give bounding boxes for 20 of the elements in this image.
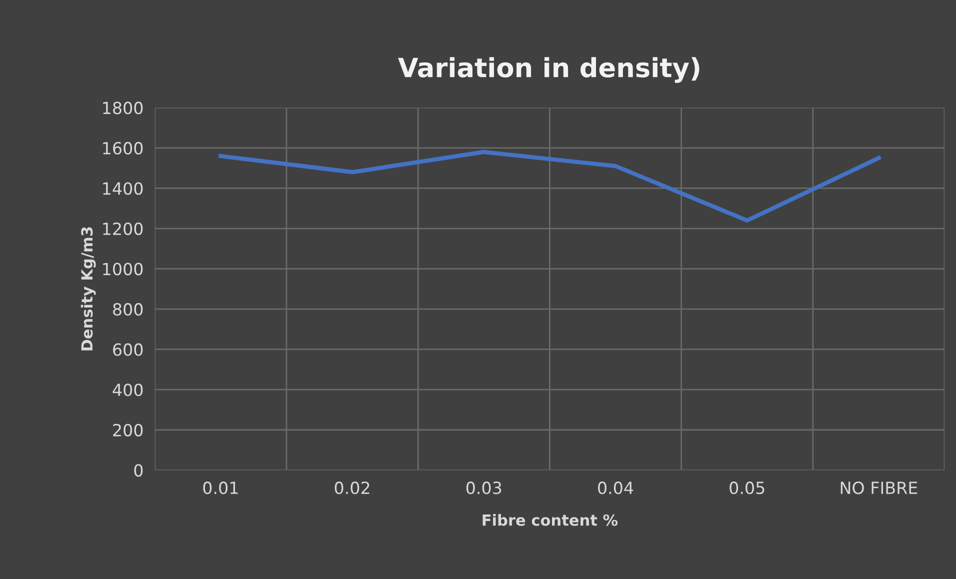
y-tick-label: 600: [113, 343, 143, 356]
y-tick-label: 1000: [103, 262, 143, 276]
x-tick-label: 0.05: [730, 482, 764, 494]
x-tick-label: 0.02: [334, 482, 370, 494]
y-tick-label: 1600: [103, 142, 143, 155]
x-tick-label: 0.04: [598, 482, 634, 494]
y-tick-label: 1200: [103, 222, 143, 236]
y-axis-title: Density Kg/m3: [80, 227, 96, 350]
y-tick-label: 1400: [103, 182, 143, 195]
y-tick-label: 400: [112, 384, 143, 396]
x-tick-label: 0.03: [466, 482, 502, 494]
y-tick-label: 800: [113, 303, 143, 316]
x-tick-label: NO FIBRE: [840, 482, 918, 494]
chart-title: Variation in density): [398, 57, 700, 83]
line-series: [218, 150, 881, 223]
y-tick-label: 0: [134, 464, 143, 477]
x-axis-title: Fibre content %: [482, 514, 618, 526]
y-tick-label: 1800: [103, 102, 143, 114]
y-tick-label: 200: [113, 424, 143, 436]
x-tick-label: 0.01: [203, 482, 238, 494]
